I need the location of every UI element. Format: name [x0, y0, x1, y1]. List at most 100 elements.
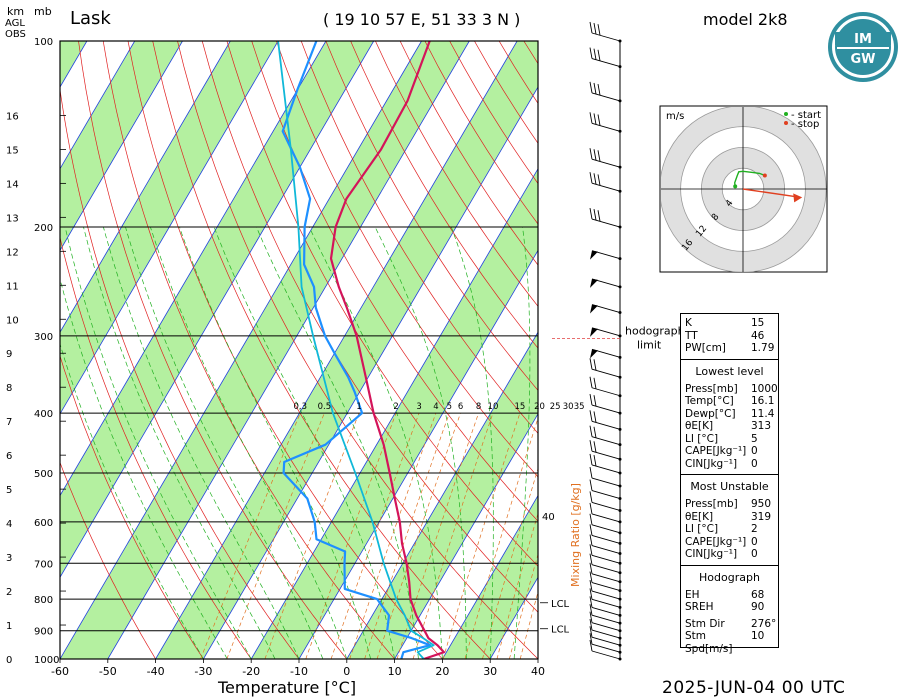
x-tick-label: 10 [388, 665, 402, 678]
mixing-ratio-label: 6 [458, 402, 463, 412]
mixing-ratio-label: 25 [550, 402, 561, 412]
legend-stop-label: - stop [791, 119, 819, 130]
wind-barb [591, 614, 621, 624]
isobar-label: 400 [34, 409, 53, 420]
wind-pennant [590, 327, 598, 337]
mixing-ratio-label: 8 [476, 402, 481, 412]
x-tick-label: -60 [51, 665, 69, 678]
wind-feather [589, 626, 593, 638]
wind-feather [589, 580, 593, 592]
hodograph-ring-label: 8 [710, 212, 722, 223]
most-unstable-row: CAPE[Jkg⁻¹] 0 [685, 536, 778, 549]
wind-feather [597, 84, 601, 96]
wind-barb [591, 502, 621, 511]
wind-barb [591, 477, 621, 487]
wind-feather [593, 113, 597, 125]
isotherm [60, 41, 279, 415]
isotherm [155, 41, 518, 659]
wind-feather [589, 425, 593, 437]
index-key: PW[cm] [685, 342, 726, 354]
lowest-level-row: Dewp[°C] 11.4 [685, 408, 778, 421]
most-unstable-section: Most Unstable Press[mb] 950 θE[K] 319 LI [°C… [681, 475, 778, 566]
wind-feather [589, 466, 593, 479]
moist-adiabat [150, 226, 348, 659]
storm-motion-arrowhead [793, 193, 803, 203]
wind-barb [591, 534, 621, 544]
wind-feather [589, 358, 593, 370]
wind-feather [593, 359, 597, 371]
isotherm [60, 41, 327, 497]
most-unstable-value: 0 [751, 548, 758, 560]
wind-feather [589, 633, 593, 645]
legend-start-label: - start [791, 110, 821, 121]
hodograph-index-value: 68 [751, 588, 765, 601]
wind-feather [589, 534, 593, 546]
isobar-label: 1000 [34, 655, 59, 666]
x-tick-label: 20 [435, 665, 449, 678]
most-unstable-row: θE[K] 319 [685, 511, 778, 524]
hodograph-unit: m/s [666, 111, 684, 122]
lowest-level-value: 16.1 [751, 395, 775, 407]
x-axis-label: Temperature [°C] [218, 678, 357, 697]
svg-text:GW: GW [850, 52, 875, 67]
height-label: 13 [6, 213, 19, 224]
wind-pennant [590, 349, 598, 359]
km-axis-label: km [7, 5, 25, 18]
x-tick-label: -10 [290, 665, 308, 678]
hodograph-limit-label: hodograph [625, 325, 685, 338]
dry-adiabat [300, 41, 538, 434]
most-unstable-value: 2 [751, 523, 758, 535]
lowest-level-value: 313 [751, 420, 772, 432]
height-label: 14 [6, 179, 19, 190]
lowest-level-value: 5 [751, 432, 758, 445]
wind-barb [591, 650, 621, 660]
height-label: 16 [6, 111, 19, 122]
storm-motion-arrow [742, 188, 801, 199]
height-label: 0 [6, 655, 12, 666]
wind-barb [591, 368, 621, 378]
wind-barb [591, 643, 621, 653]
hodograph-start-point [733, 184, 738, 189]
lowest-level-key: Dewp[°C] [685, 407, 736, 420]
index-key: K [685, 317, 692, 329]
wind-feather [589, 611, 593, 623]
isotherm [394, 413, 538, 659]
wind-feather [597, 49, 601, 61]
wind-feather [593, 23, 597, 35]
isobar-label: 800 [34, 595, 53, 606]
wind-feather [589, 112, 593, 124]
height-label: 7 [6, 417, 12, 428]
legend-stop-dot [784, 121, 788, 125]
moist-adiabat [537, 655, 538, 659]
wind-feather [589, 553, 593, 565]
indices-top: K 15 TT 46 PW[cm] 1.79 [681, 314, 778, 360]
x-tick-label: -30 [194, 665, 212, 678]
storm-motion-key: Stm Dir [685, 617, 725, 630]
wind-feather [589, 562, 593, 574]
height-label: 11 [6, 281, 19, 292]
mixing-ratio-label: 3 [416, 402, 421, 412]
wind-feather [593, 377, 597, 389]
isotherm [298, 249, 538, 659]
dry-adiabat [201, 41, 538, 613]
wind-feather [589, 410, 593, 422]
hodograph-index-value: 90 [751, 601, 765, 613]
most-unstable-title: Most Unstable [690, 480, 769, 493]
dry-adiabat [152, 41, 491, 659]
mixing-ratio-label: 30 [563, 402, 574, 412]
storm-motion-value: 10 [751, 630, 765, 642]
lowest-level-key: θE[K] [685, 420, 714, 432]
hodograph-title: Hodograph [699, 570, 760, 584]
dry-adiabat [226, 41, 538, 567]
storm-motion-row: Stm Dir 276° [685, 618, 778, 631]
mixing-ratio-label: 40 [542, 512, 555, 523]
mixing-ratio-label: 15 [514, 402, 525, 412]
x-tick-label: -50 [99, 665, 117, 678]
mixing-ratio-label: 5 [447, 402, 452, 412]
most-unstable-value: 319 [751, 510, 772, 523]
dry-adiabat [60, 236, 252, 659]
wind-feather [593, 454, 597, 467]
dry-adiabat [325, 41, 538, 391]
wind-barb [591, 32, 621, 42]
